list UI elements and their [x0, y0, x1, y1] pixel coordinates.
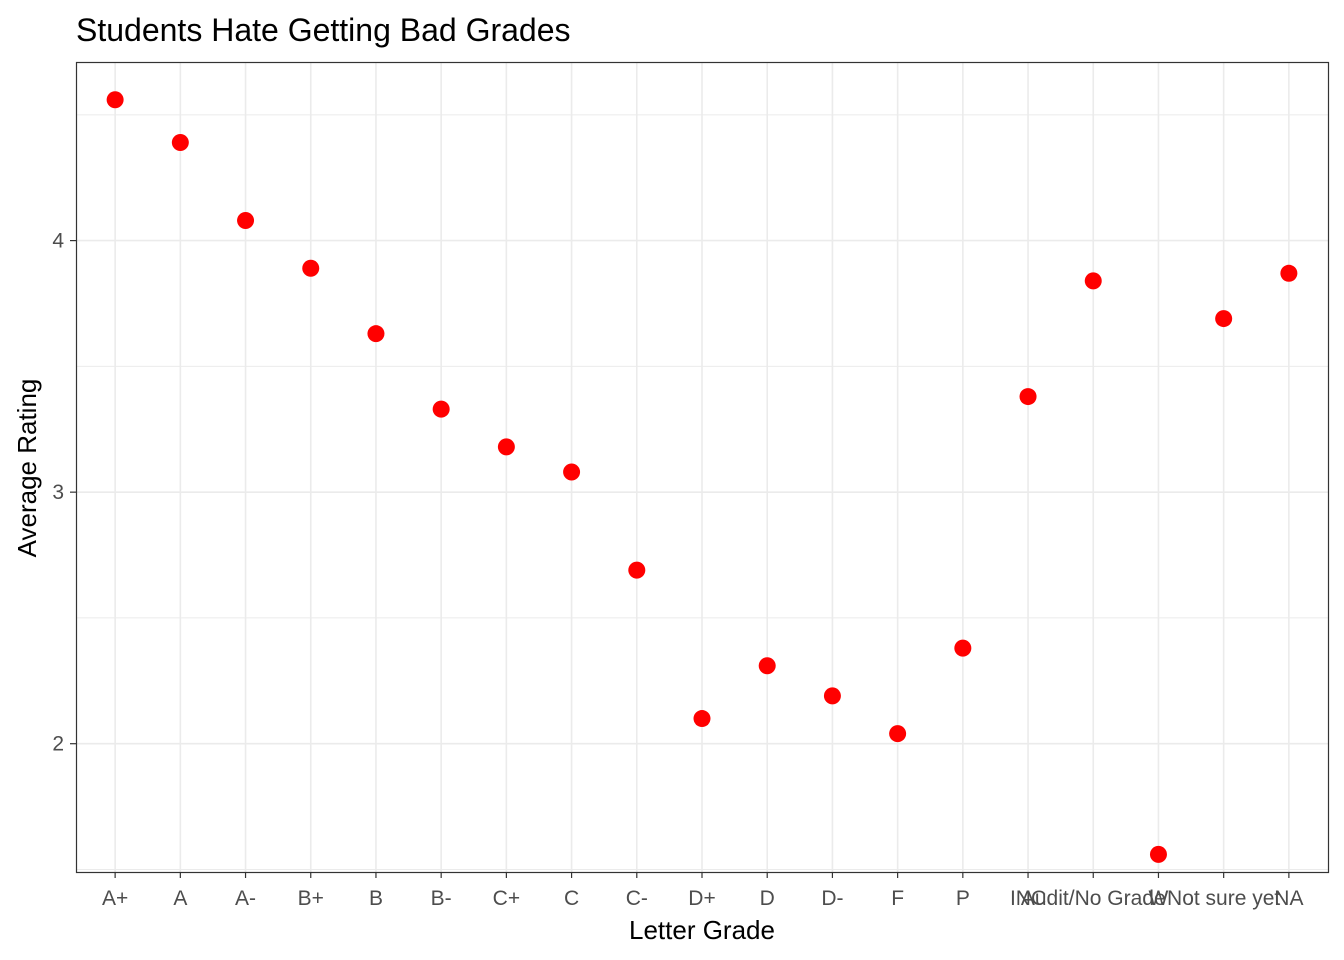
y-tick-label: 2 [52, 733, 64, 756]
x-tick-label-inc: INC [1010, 887, 1046, 910]
x-tick-label-c: C- [626, 887, 648, 910]
point-w [1149, 845, 1167, 863]
point-d [823, 687, 841, 705]
point-d [758, 657, 776, 675]
point-c [497, 438, 515, 456]
x-tick-label-p: P [956, 887, 970, 910]
point-p [954, 639, 972, 657]
y-tick-label: 4 [52, 230, 64, 253]
x-tick-label-f: F [891, 887, 904, 910]
x-tick-label-w: W [1149, 887, 1169, 910]
x-tick-label-a: A- [235, 887, 256, 910]
point-a [106, 91, 124, 109]
y-axis-ticks: 2 3 4 [52, 230, 76, 756]
x-tick-label-b: B+ [298, 887, 324, 910]
y-axis-title: Average Rating [12, 379, 42, 558]
x-tick-label-d: D+ [688, 887, 715, 910]
x-tick-label-not-sure-yet: Not sure yet [1167, 887, 1280, 910]
x-tick-label-b: B- [431, 887, 452, 910]
x-tick-label-audit-no-grade: Audit/No Grade [1021, 887, 1166, 910]
chart-title: Students Hate Getting Bad Grades [76, 12, 571, 48]
data-points [106, 91, 1298, 863]
x-tick-label-a: A [173, 887, 187, 910]
point-f [889, 725, 907, 743]
x-tick-label-na: NA [1274, 887, 1303, 910]
x-tick-label-c: C [564, 887, 579, 910]
point-b [302, 259, 320, 277]
point-a [171, 133, 189, 151]
point-d [693, 710, 711, 728]
x-tick-label-c: C+ [493, 887, 520, 910]
point-b [432, 400, 450, 418]
point-audit-no-grade [1084, 272, 1102, 290]
point-a [237, 211, 255, 229]
point-inc [1019, 388, 1037, 406]
point-c [628, 561, 646, 579]
x-axis-title: Letter Grade [629, 915, 775, 945]
x-tick-label-d: D- [821, 887, 843, 910]
major-gridlines [76, 62, 1328, 872]
x-tick-label-a: A+ [102, 887, 128, 910]
point-b [367, 325, 385, 343]
point-c [563, 463, 581, 481]
x-tick-label-b: B [369, 887, 383, 910]
y-tick-label: 3 [52, 481, 64, 504]
point-not-sure-yet [1215, 310, 1233, 328]
point-na [1280, 264, 1298, 282]
x-tick-label-d: D [760, 887, 775, 910]
